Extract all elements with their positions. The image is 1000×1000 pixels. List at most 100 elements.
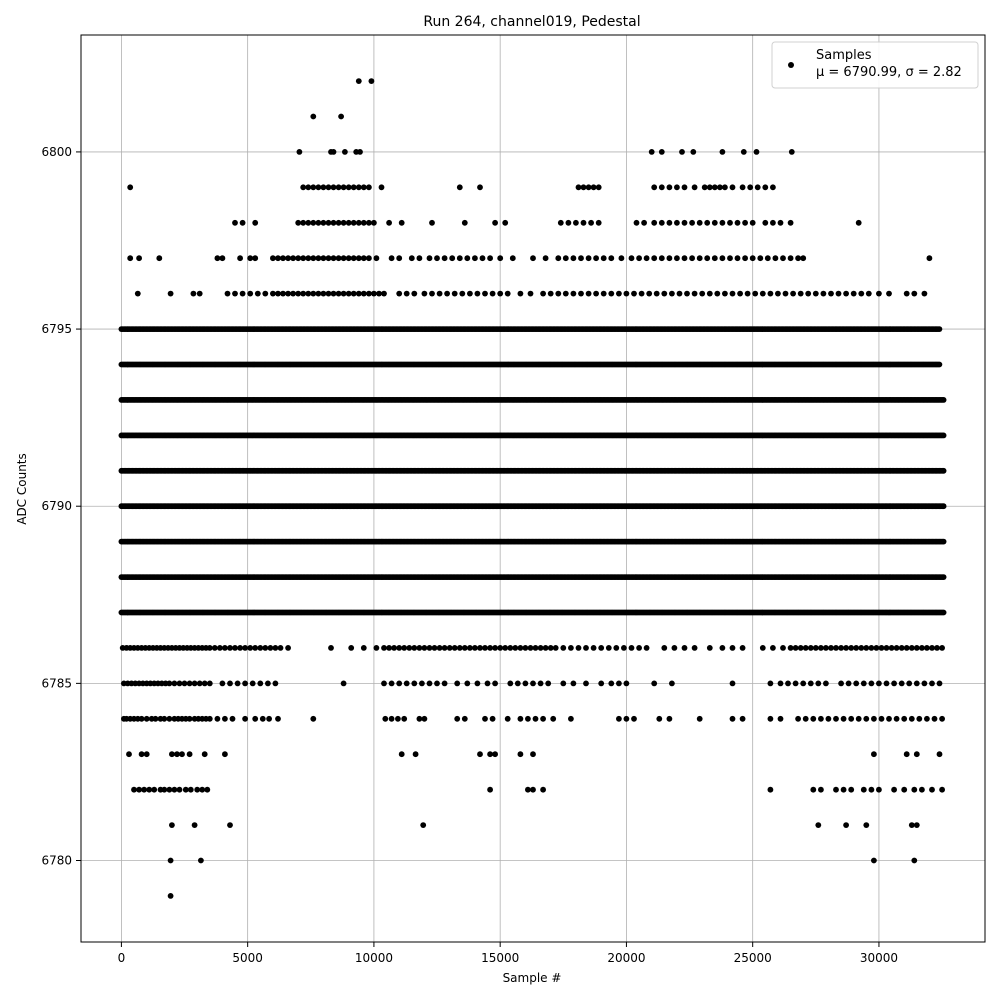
data-point — [206, 645, 213, 651]
data-point — [426, 645, 433, 651]
data-point — [770, 645, 776, 651]
data-point — [262, 645, 269, 651]
data-point — [267, 645, 274, 651]
data-point — [787, 645, 794, 651]
data-point — [940, 397, 947, 403]
data-point — [876, 786, 882, 793]
data-point — [348, 645, 355, 651]
data-point — [179, 751, 185, 758]
data-point — [828, 645, 834, 651]
data-point — [194, 786, 201, 793]
data-point — [388, 680, 395, 687]
data-point — [583, 645, 589, 651]
data-point — [441, 680, 448, 687]
data-point — [886, 715, 892, 722]
data-point — [152, 715, 159, 722]
data-point — [277, 645, 284, 651]
data-point — [487, 786, 493, 793]
data-point — [492, 645, 498, 651]
data-point — [507, 645, 514, 651]
data-point — [252, 715, 259, 722]
data-point — [201, 680, 208, 687]
data-point — [204, 786, 211, 793]
data-point — [504, 715, 511, 722]
data-point — [237, 645, 244, 651]
data-point — [396, 680, 403, 687]
data-point — [411, 680, 418, 687]
data-point — [919, 786, 925, 793]
data-point — [174, 751, 180, 758]
data-point — [310, 715, 317, 722]
data-point — [477, 751, 483, 758]
data-point — [868, 645, 875, 651]
data-point — [939, 786, 945, 793]
data-point — [853, 645, 860, 651]
data-point — [454, 715, 461, 722]
data-point — [206, 715, 213, 722]
data-point — [636, 645, 642, 651]
data-point — [373, 645, 380, 651]
data-point — [227, 680, 233, 687]
data-point — [643, 645, 650, 651]
data-point — [940, 503, 947, 510]
data-point — [169, 822, 175, 828]
data-point — [421, 645, 428, 651]
data-point — [838, 680, 844, 687]
data-point — [605, 645, 612, 651]
data-point — [767, 786, 774, 793]
data-point — [214, 715, 221, 722]
data-point — [898, 680, 905, 687]
data-point — [525, 786, 531, 793]
data-point — [815, 822, 822, 828]
data-point — [919, 645, 925, 651]
data-point — [833, 786, 839, 793]
data-point — [507, 680, 514, 687]
data-point — [691, 645, 698, 651]
data-point — [818, 645, 824, 651]
data-point — [191, 680, 198, 687]
data-point — [924, 715, 930, 722]
data-point — [575, 645, 582, 651]
data-point — [929, 680, 935, 687]
data-point — [532, 645, 539, 651]
data-point — [492, 680, 498, 687]
data-point — [696, 715, 703, 722]
data-point — [623, 680, 630, 687]
data-point — [406, 645, 413, 651]
data-point — [461, 715, 468, 722]
data-point — [871, 857, 877, 864]
data-point — [845, 680, 852, 687]
data-point — [940, 432, 947, 439]
data-point — [681, 645, 688, 651]
data-point — [381, 645, 387, 651]
data-point — [833, 645, 839, 651]
data-point — [482, 715, 488, 722]
data-point — [201, 751, 208, 758]
data-point — [860, 680, 867, 687]
data-point — [903, 751, 910, 758]
data-point — [628, 645, 635, 651]
data-point — [669, 680, 675, 687]
data-point — [815, 680, 822, 687]
data-point — [613, 645, 620, 651]
data-point — [812, 645, 819, 651]
data-point — [913, 645, 920, 651]
data-point — [940, 467, 947, 474]
data-point — [191, 822, 198, 828]
data-point — [530, 786, 536, 793]
data-point — [222, 751, 228, 758]
data-point — [651, 680, 658, 687]
data-point — [792, 680, 799, 687]
data-point — [136, 786, 143, 793]
data-point — [913, 822, 920, 828]
data-point — [234, 680, 241, 687]
data-point — [265, 680, 271, 687]
data-point — [489, 715, 496, 722]
data-point — [487, 645, 493, 651]
data-point — [166, 680, 173, 687]
data-point — [671, 645, 678, 651]
data-point — [934, 645, 940, 651]
data-point — [777, 715, 784, 722]
data-point — [161, 786, 168, 793]
data-point — [275, 715, 281, 722]
